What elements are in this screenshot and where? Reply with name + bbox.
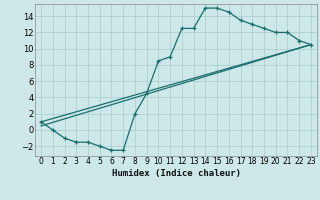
X-axis label: Humidex (Indice chaleur): Humidex (Indice chaleur) (111, 169, 241, 178)
